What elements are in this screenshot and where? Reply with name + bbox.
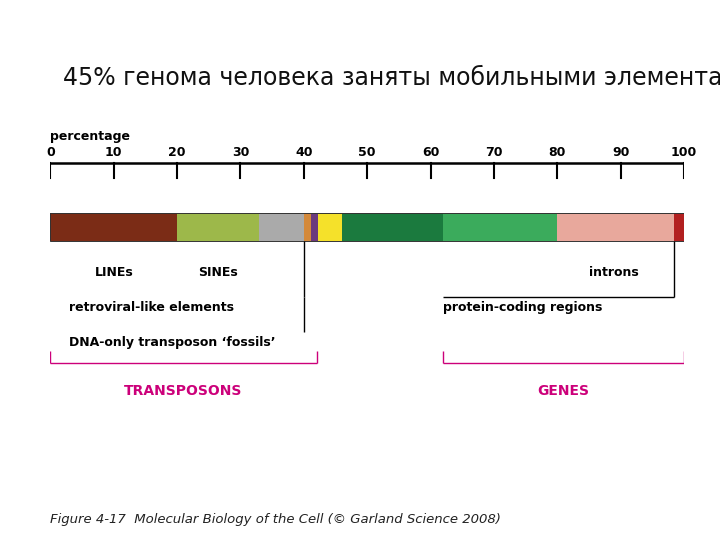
- Text: 20: 20: [168, 146, 186, 159]
- Text: 0: 0: [46, 146, 55, 159]
- Text: protein-coding regions: protein-coding regions: [444, 301, 603, 314]
- Bar: [318, 213, 342, 241]
- Text: 30: 30: [232, 146, 249, 159]
- Text: 10: 10: [105, 146, 122, 159]
- Text: 80: 80: [549, 146, 566, 159]
- Text: 90: 90: [612, 146, 629, 159]
- Bar: [342, 213, 444, 241]
- Text: introns: introns: [590, 266, 639, 279]
- Bar: [50, 213, 684, 241]
- Text: retroviral-like elements: retroviral-like elements: [69, 301, 235, 314]
- Text: DNA-only transposon ‘fossils’: DNA-only transposon ‘fossils’: [69, 336, 276, 349]
- Bar: [304, 213, 312, 241]
- Bar: [675, 213, 684, 241]
- Bar: [259, 213, 304, 241]
- Text: SINEs: SINEs: [199, 266, 238, 279]
- Bar: [312, 213, 318, 241]
- Text: 45% генома человека заняты мобильными элементами!: 45% генома человека заняты мобильными эл…: [63, 66, 720, 90]
- Text: percentage: percentage: [50, 131, 130, 144]
- Text: 60: 60: [422, 146, 439, 159]
- Text: LINEs: LINEs: [94, 266, 133, 279]
- Text: 100: 100: [671, 146, 697, 159]
- Text: Figure 4-17  Molecular Biology of the Cell (© Garland Science 2008): Figure 4-17 Molecular Biology of the Cel…: [50, 514, 501, 526]
- Text: GENES: GENES: [538, 384, 590, 399]
- Text: 40: 40: [295, 146, 312, 159]
- Bar: [50, 213, 177, 241]
- Text: 50: 50: [359, 146, 376, 159]
- Bar: [444, 213, 557, 241]
- Bar: [177, 213, 259, 241]
- Text: TRANSPOSONS: TRANSPOSONS: [125, 384, 243, 399]
- Text: 70: 70: [485, 146, 503, 159]
- Bar: [557, 213, 675, 241]
